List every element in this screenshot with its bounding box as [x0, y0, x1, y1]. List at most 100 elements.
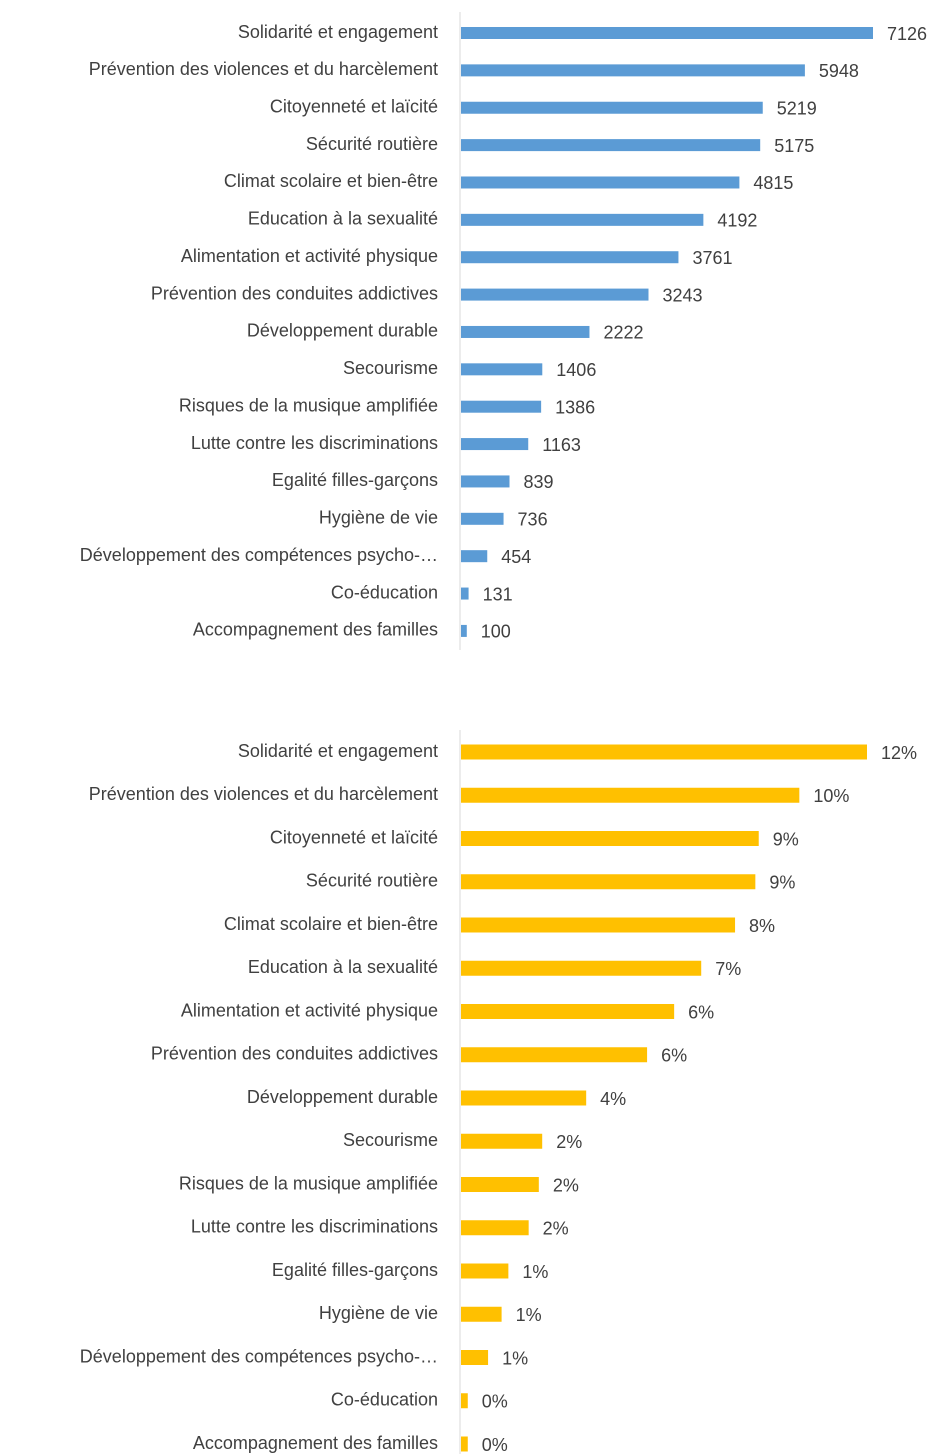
- category-label: Sécurité routière: [306, 871, 438, 891]
- category-label: Egalité filles-garçons: [272, 470, 438, 490]
- data-label: 5948: [819, 61, 859, 81]
- category-label: Alimentation et activité physique: [181, 1000, 438, 1020]
- bar: [461, 1090, 587, 1106]
- bar: [461, 1133, 543, 1149]
- data-label: 4192: [717, 211, 757, 231]
- category-label: Lutte contre les discriminations: [191, 1217, 438, 1237]
- bar: [461, 101, 763, 114]
- bar: [461, 438, 529, 451]
- bar: [461, 139, 761, 152]
- bar: [461, 744, 867, 760]
- data-label: 2%: [553, 1175, 579, 1195]
- data-label: 1163: [542, 435, 581, 455]
- bar: [461, 1220, 529, 1236]
- data-label: 1386: [555, 397, 595, 417]
- category-label: Egalité filles-garçons: [272, 1260, 438, 1280]
- category-label: Risques de la musique amplifiée: [179, 395, 438, 415]
- bar: [461, 251, 679, 264]
- data-label: 8%: [749, 916, 775, 936]
- category-label: Prévention des violences et du harcèleme…: [89, 59, 438, 79]
- bar: [461, 1047, 648, 1063]
- category-label: Prévention des conduites addictives: [151, 283, 438, 303]
- data-label: 4815: [753, 173, 793, 193]
- bar: [461, 325, 590, 338]
- data-label: 9%: [769, 873, 795, 893]
- category-label: Prévention des conduites addictives: [151, 1044, 438, 1064]
- data-label: 9%: [773, 829, 799, 849]
- data-label: 5175: [774, 136, 814, 156]
- data-label: 1%: [516, 1305, 542, 1325]
- data-label: 3761: [692, 248, 732, 268]
- bar: [461, 400, 542, 413]
- bar: [461, 1004, 675, 1019]
- category-label: Climat scolaire et bien-être: [224, 914, 438, 934]
- category-label: Prévention des violences et du harcèleme…: [89, 784, 438, 804]
- data-label: 2%: [556, 1132, 582, 1152]
- data-label: 100: [481, 622, 511, 642]
- bar: [461, 176, 740, 189]
- bar: [461, 587, 469, 600]
- category-label: Education à la sexualité: [248, 209, 438, 229]
- data-label: 1406: [556, 360, 596, 380]
- category-label: Lutte contre les discriminations: [191, 433, 438, 453]
- category-label: Alimentation et activité physique: [181, 246, 438, 266]
- data-label: 6%: [661, 1046, 687, 1066]
- category-label: Climat scolaire et bien-être: [224, 171, 438, 191]
- category-label: Hygiène de vie: [319, 508, 438, 528]
- category-label: Développement durable: [247, 1087, 438, 1107]
- bar: [461, 874, 756, 890]
- data-label: 736: [518, 510, 548, 530]
- category-label: Accompagnement des familles: [193, 620, 438, 640]
- category-label: Education à la sexualité: [248, 957, 438, 977]
- data-label: 0%: [482, 1392, 508, 1412]
- category-label: Sécurité routière: [306, 134, 438, 154]
- data-label: 839: [524, 472, 554, 492]
- bar: [461, 512, 504, 525]
- data-label: 5219: [777, 98, 817, 118]
- data-label: 6%: [688, 1002, 714, 1022]
- bar: [461, 213, 704, 226]
- bar: [461, 1436, 468, 1452]
- category-label: Secourisme: [343, 358, 438, 378]
- bar: [461, 1306, 502, 1322]
- bar: [461, 1177, 539, 1192]
- category-label: Accompagnement des familles: [193, 1433, 438, 1453]
- bar: [461, 1350, 489, 1365]
- category-label: Solidarité et engagement: [238, 22, 438, 42]
- category-label: Développement des compétences psycho-…: [80, 545, 438, 565]
- bar: [461, 787, 800, 803]
- category-label: Hygiène de vie: [319, 1303, 438, 1323]
- bar: [461, 475, 510, 488]
- bar: [461, 288, 649, 301]
- data-label: 0%: [482, 1435, 508, 1454]
- bar: [461, 960, 702, 976]
- bar: [461, 917, 736, 933]
- category-label: Développement durable: [247, 321, 438, 341]
- data-label: 1%: [502, 1348, 528, 1368]
- data-label: 10%: [813, 786, 849, 806]
- bar: [461, 624, 467, 637]
- category-label: Citoyenneté et laïcité: [270, 96, 438, 116]
- data-label: 2222: [603, 323, 643, 343]
- category-label: Développement des compétences psycho-…: [80, 1346, 438, 1366]
- data-label: 7126: [887, 24, 927, 44]
- category-label: Co-éducation: [331, 1390, 438, 1410]
- category-label: Co-éducation: [331, 582, 438, 602]
- data-label: 454: [501, 547, 531, 567]
- category-label: Citoyenneté et laïcité: [270, 827, 438, 847]
- bar: [461, 27, 873, 39]
- data-label: 3243: [662, 285, 702, 305]
- data-label: 1%: [522, 1262, 548, 1282]
- category-label: Solidarité et engagement: [238, 741, 438, 761]
- bar: [461, 1263, 509, 1279]
- bar: [461, 1393, 468, 1409]
- data-label: 2%: [543, 1219, 569, 1239]
- data-label: 4%: [600, 1089, 626, 1109]
- category-label: Secourisme: [343, 1130, 438, 1150]
- data-label: 7%: [715, 959, 741, 979]
- category-label: Risques de la musique amplifiée: [179, 1173, 438, 1193]
- bar: [461, 550, 488, 563]
- bar: [461, 831, 759, 846]
- data-label: 12%: [881, 743, 917, 763]
